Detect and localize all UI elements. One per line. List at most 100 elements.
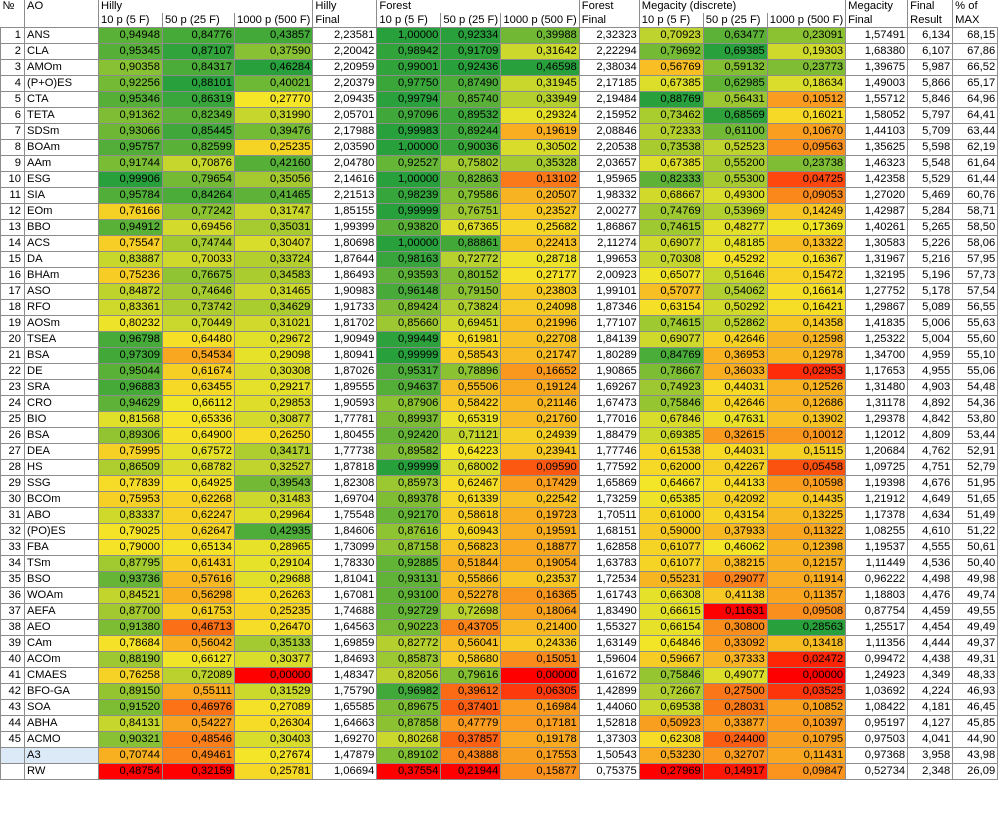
score-cell: 0,35056: [233, 171, 314, 188]
score-cell: 1,11356: [845, 635, 909, 652]
score-cell: 60,76: [952, 187, 999, 204]
score-cell: 0,26304: [233, 715, 314, 732]
score-cell: 0,45292: [702, 251, 768, 268]
score-cell: 0,97368: [845, 747, 909, 764]
table-row: 40 ACOm 0,88190 0,66127 0,30377 1,84693 0,8587…: [0, 651, 999, 668]
algorithm-name: BBO: [24, 219, 99, 236]
score-cell: 1,77781: [312, 411, 378, 428]
score-cell: 0,97503: [845, 731, 909, 748]
row-index: 7: [0, 123, 25, 140]
score-cell: 0,37933: [702, 523, 768, 540]
score-cell: 0,04725: [766, 171, 847, 188]
score-cell: 4,903: [907, 379, 954, 396]
score-cell: 0,69077: [638, 235, 704, 252]
score-cell: 0,58422: [440, 395, 502, 412]
score-cell: 0,87700: [98, 603, 163, 620]
score-cell: 0,84264: [162, 187, 235, 204]
algorithm-name: WOAm: [24, 587, 99, 604]
score-cell: 0,84131: [98, 715, 163, 732]
row-index: 21: [0, 347, 25, 364]
table-row: 43 SOA 0,91520 0,46976 0,27089 1,65585 0,89675…: [0, 699, 999, 716]
header-megacity: Megacity (discrete): [638, 0, 846, 13]
algorithm-name: SRA: [24, 379, 99, 396]
score-cell: 2,19484: [578, 91, 640, 108]
score-cell: 5,178: [907, 283, 954, 300]
score-cell: 0,95346: [98, 91, 163, 108]
score-cell: 0,88190: [98, 651, 163, 668]
score-cell: 0,95317: [376, 363, 442, 380]
score-cell: 0,90223: [376, 619, 442, 636]
score-cell: 0,29688: [233, 571, 314, 588]
score-cell: 0,29217: [233, 379, 314, 396]
score-cell: 0,24098: [500, 299, 580, 316]
score-cell: 0,28718: [500, 251, 580, 268]
score-cell: 0,31529: [233, 683, 314, 700]
score-cell: 0,96148: [376, 283, 442, 300]
score-cell: 0,61674: [162, 363, 235, 380]
score-cell: 1,31967: [845, 251, 909, 268]
score-cell: 4,536: [907, 555, 954, 572]
row-index: 4: [0, 75, 25, 92]
score-cell: 0,99999: [376, 203, 442, 220]
score-cell: 0,57616: [162, 571, 235, 588]
score-cell: 1,31178: [845, 395, 909, 412]
score-cell: 54,36: [952, 395, 999, 412]
row-index: 28: [0, 459, 25, 476]
score-cell: 0,28031: [702, 699, 768, 716]
score-cell: 0,18064: [500, 603, 580, 620]
score-cell: 0,56769: [638, 59, 704, 76]
score-cell: 1,64563: [312, 619, 378, 636]
score-cell: 57,54: [952, 283, 999, 300]
row-index: 6: [0, 107, 25, 124]
score-cell: 49,55: [952, 603, 999, 620]
row-index: 19: [0, 315, 25, 332]
algorithm-name: (P+O)ES: [24, 75, 99, 92]
score-cell: 0,23738: [766, 155, 847, 172]
score-cell: 0,82056: [376, 667, 442, 684]
score-cell: 0,57077: [638, 283, 704, 300]
algorithm-name: BCOm: [24, 491, 99, 508]
table-row: 15 DA 0,83887 0,70033 0,33724 1,87644 0,98163 0…: [0, 251, 999, 268]
score-cell: 5,598: [907, 139, 954, 156]
header-pct-max-2: MAX: [952, 13, 998, 28]
score-cell: 0,95044: [98, 363, 163, 380]
score-cell: 0,49300: [702, 187, 768, 204]
score-cell: 0,37857: [440, 731, 502, 748]
score-cell: 2,20379: [312, 75, 378, 92]
score-cell: 1,20684: [845, 443, 909, 460]
score-cell: 1,30583: [845, 235, 909, 252]
algorithm-name: RFO: [24, 299, 99, 316]
algorithm-name: A3: [24, 747, 99, 764]
score-cell: 1,55712: [845, 91, 909, 108]
score-cell: 0,13225: [766, 507, 847, 524]
algorithm-name: AEO: [24, 619, 99, 636]
score-cell: 0,64667: [638, 475, 704, 492]
score-cell: 0,95345: [98, 43, 163, 60]
score-cell: 0,97096: [376, 107, 442, 124]
score-cell: 54,48: [952, 379, 999, 396]
row-index: 9: [0, 155, 25, 172]
score-cell: 0,75375: [578, 763, 640, 780]
score-cell: 0,76258: [98, 667, 163, 684]
algorithm-name: BOAm: [24, 139, 99, 156]
row-index: 36: [0, 587, 25, 604]
score-cell: 0,52734: [845, 763, 909, 780]
score-cell: 0,83887: [98, 251, 163, 268]
score-cell: 1,87818: [312, 459, 378, 476]
row-index: [0, 763, 25, 780]
score-cell: 1,77016: [578, 411, 640, 428]
score-cell: 0,32527: [233, 459, 314, 476]
score-cell: 1,77738: [312, 443, 378, 460]
score-cell: 0,90036: [440, 139, 502, 156]
score-cell: 0,25235: [233, 603, 314, 620]
score-cell: 1,62858: [578, 539, 640, 556]
score-cell: 0,36033: [702, 363, 768, 380]
score-cell: 0,89937: [376, 411, 442, 428]
algorithm-name: BHAm: [24, 267, 99, 284]
header-megacity-final-1: Megacity: [845, 0, 908, 13]
table-row: 42 BFO-GA 0,89150 0,55111 0,31529 1,75790 0,96…: [0, 683, 999, 700]
score-cell: 0,93593: [376, 267, 442, 284]
score-cell: 1,73259: [578, 491, 640, 508]
score-cell: 0,30377: [233, 651, 314, 668]
row-index: 15: [0, 251, 25, 268]
